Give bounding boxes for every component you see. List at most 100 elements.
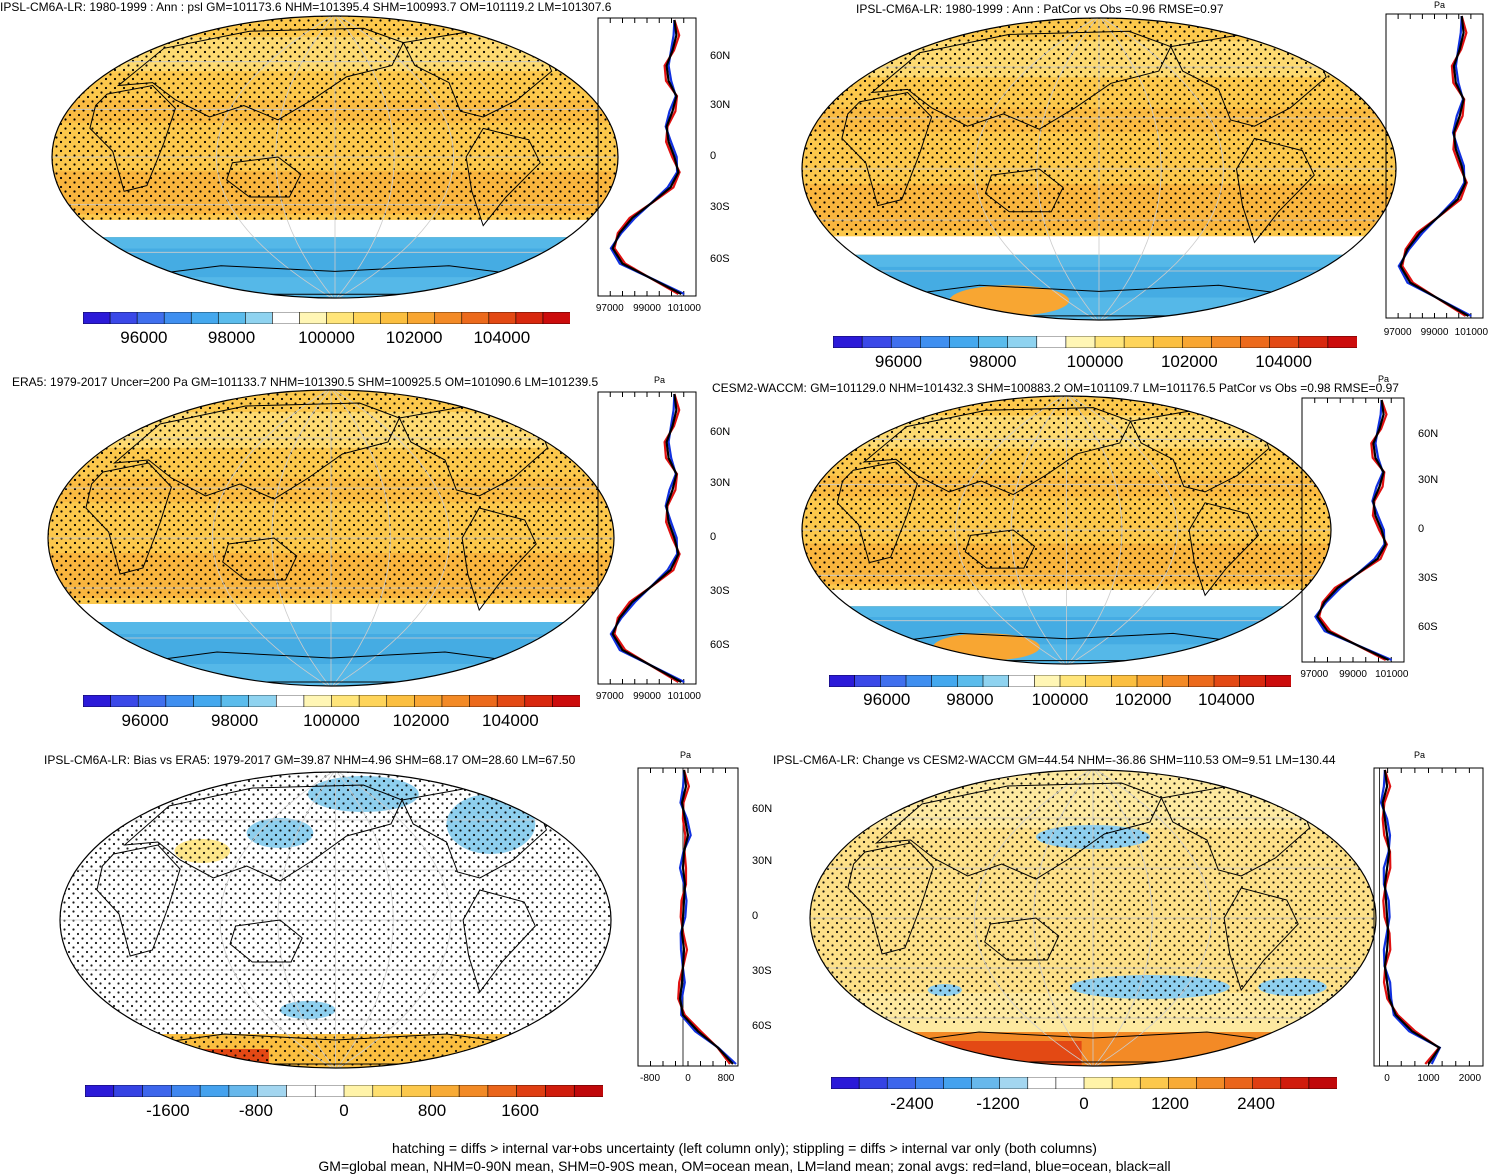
latitude-label: 0	[752, 910, 759, 922]
colorbar-swatch	[1059, 675, 1087, 687]
colorbar-tick-label: 0	[1079, 1094, 1089, 1113]
zonal-mean-plot	[1301, 397, 1405, 663]
zonal-x-tick-label: 97000	[595, 303, 624, 314]
colorbar-swatch	[83, 695, 112, 707]
zonal-line-land	[613, 19, 681, 295]
colorbar-swatch	[1269, 336, 1300, 348]
colorbar-swatch	[245, 312, 273, 324]
coastline	[465, 127, 541, 227]
colorbar-swatch	[1111, 1077, 1141, 1089]
colorbar-swatch	[949, 336, 980, 348]
colorbar-tick-label: 104000	[1197, 690, 1255, 709]
colorbar-swatch	[1007, 336, 1038, 348]
map-border	[801, 17, 1397, 321]
colorbar-swatch	[1111, 675, 1138, 687]
map-border	[801, 395, 1332, 665]
colorbar-swatch	[943, 1077, 973, 1089]
colorbar-swatch	[165, 695, 195, 707]
zonal-line-ocean	[1314, 399, 1393, 662]
coastline	[964, 529, 1036, 569]
colorbar-swatch	[858, 1077, 888, 1089]
zonal-x-tick-label: 101000	[667, 303, 701, 314]
colorbar-swatch	[1211, 336, 1242, 348]
coastline	[89, 84, 176, 192]
colorbar-tick-label: 100000	[1031, 690, 1089, 709]
colorbar-tick-label: 104000	[473, 328, 531, 347]
colorbar-swatch	[829, 675, 856, 687]
zonal-mean-plot	[597, 17, 697, 297]
colorbar-swatch	[931, 675, 958, 687]
colorbar-swatch	[1182, 336, 1213, 348]
colorbar-swatch	[275, 695, 305, 707]
colorbar-swatch	[113, 1085, 144, 1097]
colorbar-swatch	[1213, 675, 1241, 687]
colorbar-swatch	[1123, 336, 1154, 348]
colorbar-swatch	[982, 675, 1010, 687]
colorbar-swatch	[957, 675, 984, 687]
colorbar-swatch	[1224, 1077, 1254, 1089]
colorbar-swatch	[217, 312, 246, 324]
colorbar-swatch	[190, 312, 219, 324]
graticule-line	[334, 16, 454, 298]
latitude-label: 0	[710, 150, 717, 162]
colorbar-swatch	[978, 336, 1009, 348]
zonal-line-land	[1381, 769, 1441, 1065]
colorbar-swatch	[386, 695, 415, 707]
colorbar-swatch	[1298, 336, 1329, 348]
zonal-mean-plot	[597, 391, 697, 685]
latitude-label: 30N	[1418, 474, 1439, 487]
colorbar-swatch	[880, 675, 907, 687]
colorbar-swatch	[488, 312, 517, 324]
colorbar-tick-label: 98000	[210, 711, 259, 730]
coastline	[836, 461, 918, 564]
coastline	[862, 407, 1132, 496]
zonal-x-tick-label: 99000	[633, 303, 661, 314]
zonal-x-tick-label: 800	[717, 1073, 735, 1084]
zonal-line-ocean	[609, 393, 685, 683]
zonal-x-tick-label: 99000	[1420, 327, 1449, 338]
colorbar	[83, 695, 580, 707]
colorbar-labels: 96000 98000 100000 102000 104000	[829, 690, 1291, 712]
unit-label: Pa	[1434, 0, 1446, 10]
colorbar	[833, 336, 1357, 348]
graticule-line	[335, 772, 452, 1068]
colorbar-swatch	[516, 1085, 547, 1097]
graticule-line	[974, 18, 1100, 320]
colorbar-tick-label: 100000	[1066, 352, 1124, 371]
graticule-line	[1092, 770, 1153, 1066]
world-map	[47, 389, 615, 687]
colorbar	[85, 1085, 603, 1097]
colorbar-swatch	[1055, 1077, 1085, 1089]
coastline	[96, 844, 181, 957]
graticule-line	[334, 16, 395, 298]
colorbar-swatch	[414, 695, 443, 707]
colorbar-swatch	[552, 695, 580, 707]
colorbar-tick-label: 100000	[298, 328, 355, 347]
world-map	[801, 395, 1332, 665]
colorbar-swatch	[228, 1085, 259, 1097]
colorbar-labels: 96000 98000 100000 102000 104000	[833, 352, 1357, 374]
graticule-line	[219, 772, 336, 1068]
colorbar-swatch	[163, 312, 192, 324]
panel-title: IPSL-CM6A-LR: Bias vs ERA5: 1979-2017 GM…	[44, 753, 576, 767]
colorbar-tick-label: 102000	[392, 711, 450, 730]
colorbar-swatch	[1196, 1077, 1226, 1089]
coastline	[841, 91, 933, 207]
colorbar-swatch	[314, 1085, 345, 1097]
colorbar-swatch	[1034, 675, 1061, 687]
panel-title: IPSL-CM6A-LR: Change vs CESM2-WACCM GM=4…	[773, 753, 1336, 767]
zonal-x-tick-label: 101000	[667, 691, 701, 702]
unit-label: Pa	[1378, 374, 1390, 384]
colorbar-swatch	[248, 695, 277, 707]
colorbar-swatch	[136, 312, 165, 324]
zonal-frame	[597, 391, 697, 685]
colorbar-swatch	[920, 336, 951, 348]
zonal-line-ocean	[678, 769, 737, 1065]
zonal-x-tick-label: 97000	[595, 691, 624, 702]
colorbar-swatch	[1240, 336, 1271, 348]
colorbar-swatch	[303, 695, 333, 707]
graticule-line	[955, 396, 1067, 664]
coastline	[870, 30, 1172, 130]
colorbar-labels: 96000 98000 100000 102000 104000	[83, 711, 580, 733]
zonal-mean-plot	[1373, 767, 1484, 1067]
